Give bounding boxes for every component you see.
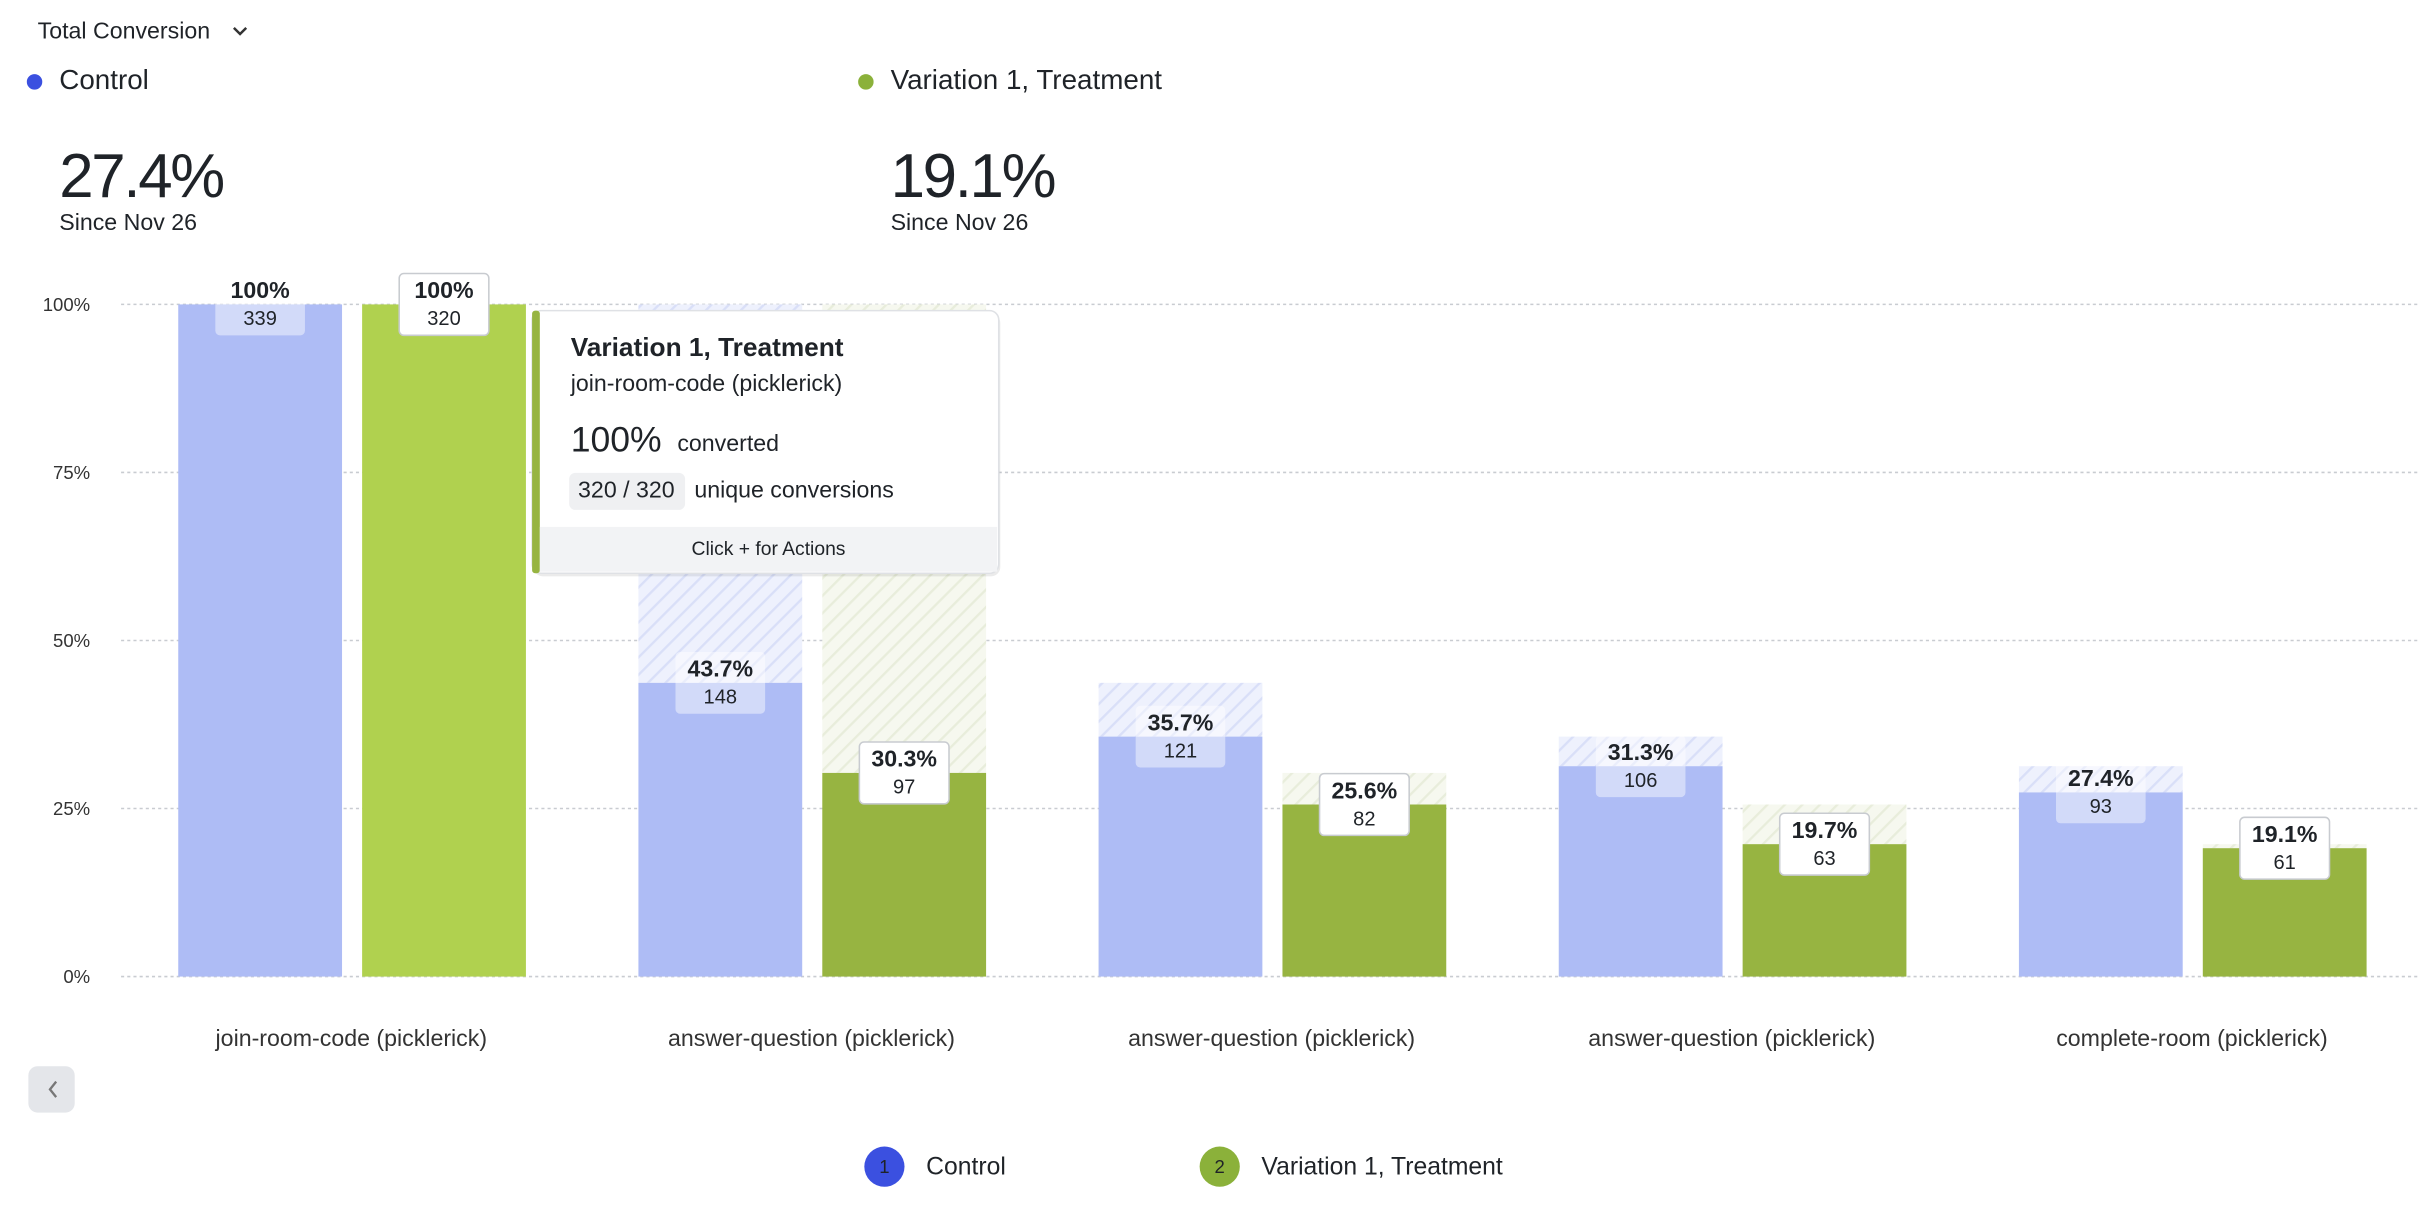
bar-value-label: 43.7% (687, 656, 753, 682)
bar-count-label: 93 (2090, 796, 2112, 818)
series-dot (858, 74, 874, 90)
bar (2018, 792, 2183, 977)
x-tick-label: answer-question (picklerick) (1588, 1025, 1875, 1051)
bar-count-label: 148 (704, 687, 738, 709)
bar-count-label: 63 (1813, 848, 1835, 870)
bar-label-box (675, 651, 766, 714)
bar-count-label: 339 (243, 308, 277, 330)
x-tick-label: join-room-code (picklerick) (215, 1025, 488, 1051)
bar-value-label: 35.7% (1148, 709, 1214, 735)
y-tick-label: 50% (53, 630, 90, 651)
tooltip-ratio-bg (569, 472, 686, 510)
y-tick-label: 25% (53, 798, 90, 819)
bar (1558, 766, 1723, 977)
tooltip: Variation 1, Treatment join-room-code (pi… (531, 309, 1001, 577)
x-tick-label: complete-room (picklerick) (2056, 1025, 2327, 1051)
bar-label-box (858, 741, 950, 805)
bar (362, 304, 526, 977)
plot: 0% 25% 50% 75% 100% join-room-code (pickleric… (43, 272, 2421, 1051)
bar-value-label: 100% (414, 277, 473, 303)
metric-dropdown[interactable]: Total Conversion (38, 18, 248, 44)
tooltip-accent (532, 310, 540, 574)
tooltip-ratio: 320 / 320 (578, 477, 675, 503)
bar-label-box (1318, 772, 1410, 837)
series-name: Variation 1, Treatment (891, 64, 1163, 95)
chevron-down[interactable] (232, 26, 248, 36)
bar-value-label: 27.4% (2068, 765, 2134, 791)
summary-value: 27.4% (59, 142, 223, 211)
series-dot (26, 74, 43, 90)
y-tick-label: 0% (63, 966, 90, 987)
legend-label: Control (926, 1154, 1006, 1181)
scroll-left-button[interactable] (28, 1066, 75, 1113)
bar-count-label: 320 (427, 308, 461, 330)
x-tick-label: answer-question (picklerick) (668, 1025, 955, 1051)
tooltip-footer-bg (539, 526, 998, 572)
bar-label-box (398, 272, 490, 337)
bar-label-box (1135, 705, 1226, 768)
tooltip-footer: Click + for Actions (692, 539, 846, 560)
bar-count-label: 97 (893, 777, 915, 799)
bar-label-box (1595, 735, 1686, 798)
legend: 1 Control 2 Variation 1, Treatment (864, 1146, 1503, 1187)
bar (638, 682, 803, 977)
y-tick-label: 100% (43, 294, 90, 315)
bar-value-label: 30.3% (871, 746, 937, 772)
bar-count-label: 121 (1164, 740, 1198, 762)
legend-badge (864, 1146, 905, 1187)
tooltip-subtitle: join-room-code (picklerick) (570, 370, 843, 396)
summary-since: Since Nov 26 (59, 209, 197, 235)
tooltip-value-text: converted (677, 430, 779, 456)
button-bg[interactable] (28, 1066, 75, 1113)
series-name: Control (59, 64, 149, 95)
chevron-left[interactable] (48, 1080, 58, 1098)
legend-badge (1199, 1146, 1240, 1187)
metric-label[interactable]: Total Conversion (38, 18, 210, 44)
drop-off (2018, 766, 2183, 793)
bar-value-label: 100% (231, 277, 290, 303)
bar-value-label: 31.3% (1608, 739, 1674, 765)
bar-count-label: 82 (1353, 808, 1375, 830)
bar (822, 772, 987, 977)
legend-label: Variation 1, Treatment (1261, 1154, 1502, 1181)
x-tick-label: answer-question (picklerick) (1128, 1025, 1415, 1051)
tooltip-title: Variation 1, Treatment (571, 332, 844, 362)
bar-label-box (2056, 761, 2146, 824)
tooltip-value: 100% (571, 419, 662, 459)
legend-badge-number: 2 (1215, 1156, 1225, 1177)
bar-label-box (1778, 812, 1871, 876)
bar-label-box (2239, 816, 2331, 880)
tooltip-ratio-text: unique conversions (694, 477, 894, 503)
bar-count-label: 61 (2274, 852, 2296, 874)
bar (178, 304, 343, 977)
bar-count-label: 106 (1624, 770, 1658, 792)
y-tick-label: 75% (53, 462, 90, 483)
legend-badge-number: 1 (879, 1156, 889, 1177)
bar-label-box (215, 273, 305, 336)
bar (1098, 736, 1263, 977)
bar-value-label: 19.7% (1792, 817, 1858, 843)
drop-off (1098, 682, 1263, 737)
summary-since: Since Nov 26 (891, 209, 1029, 235)
summary-value: 19.1% (891, 142, 1055, 211)
bar-value-label: 25.6% (1332, 777, 1398, 803)
drop-off (1558, 736, 1723, 767)
bar-value-label: 19.1% (2252, 821, 2318, 847)
